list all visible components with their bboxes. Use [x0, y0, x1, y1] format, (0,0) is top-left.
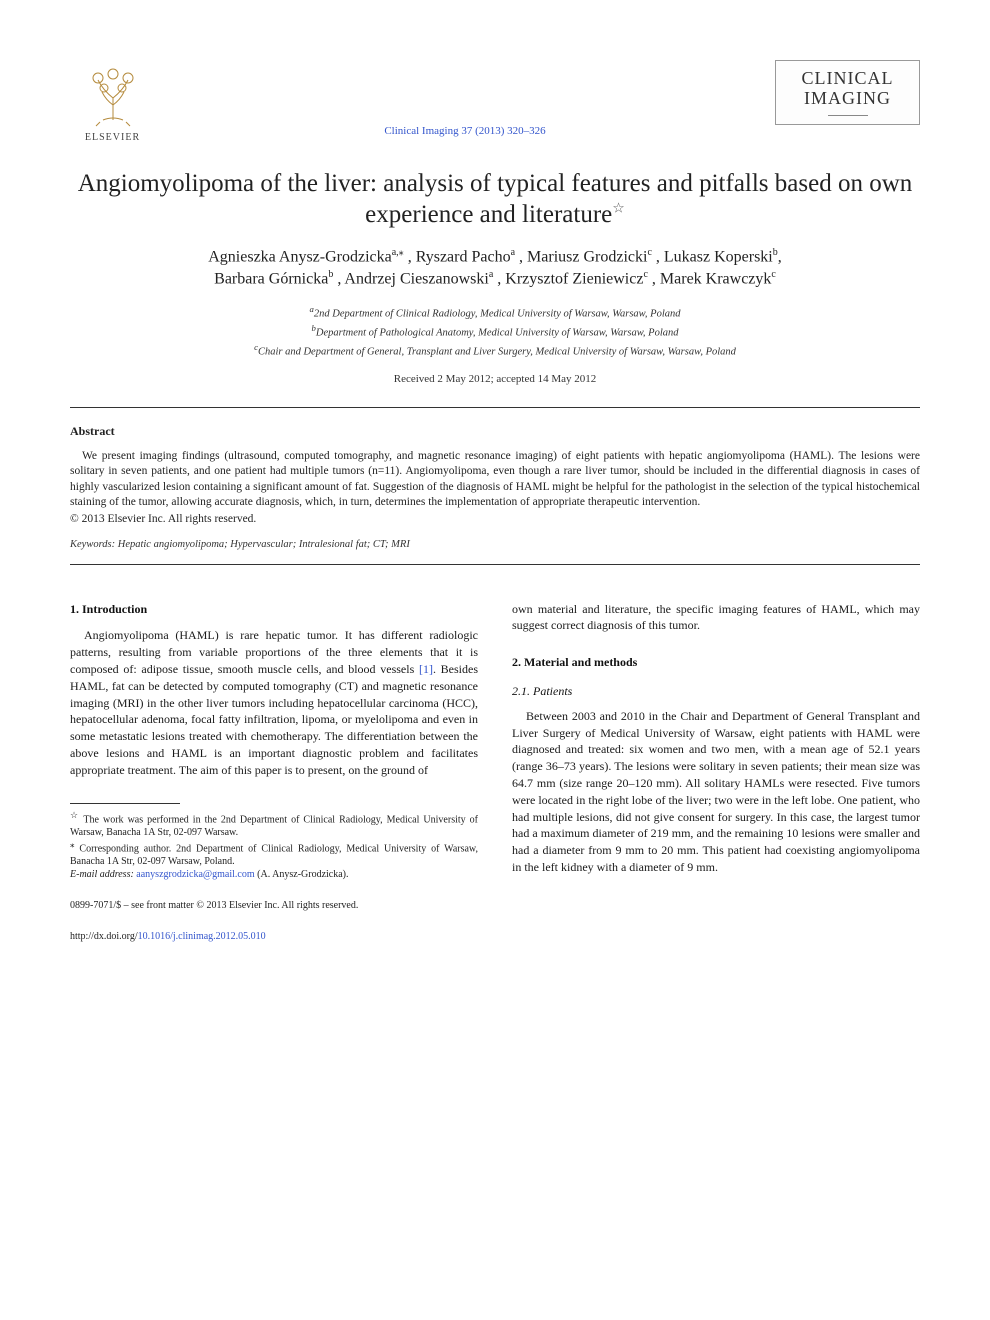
author-7: , Krzysztof Zieniewicz — [497, 271, 643, 288]
journal-logo-underline — [828, 115, 868, 116]
author-2: , Ryszard Pacho — [408, 248, 511, 265]
elsevier-tree-icon — [78, 60, 148, 130]
author-1-sup: a,⁎ — [392, 247, 404, 258]
footnote-email: E-mail address: aanyszgrodzicka@gmail.co… — [70, 868, 478, 881]
journal-logo-line1: CLINICAL — [780, 69, 915, 89]
doi-prefix: http://dx.doi.org/ — [70, 931, 138, 942]
affiliation-c-text: Chair and Department of General, Transpl… — [258, 347, 736, 358]
author-2-sup: a — [511, 247, 515, 258]
affiliation-b-text: Department of Pathological Anatomy, Medi… — [316, 328, 679, 339]
email-label: E-mail address: — [70, 869, 136, 880]
publisher-name: ELSEVIER — [85, 132, 140, 143]
author-7-sup: c — [643, 269, 647, 280]
footer-issn: 0899-7071/$ – see front matter © 2013 El… — [70, 899, 478, 912]
author-5: Barbara Górnicka — [214, 271, 328, 288]
intro-heading: 1. Introduction — [70, 601, 478, 618]
author-list: Agnieszka Anysz-Grodzickaa,⁎ , Ryszard P… — [70, 246, 920, 291]
author-3: , Mariusz Grodzicki — [519, 248, 647, 265]
journal-reference: Clinical Imaging 37 (2013) 320–326 — [384, 125, 545, 137]
footnote-work: ☆ The work was performed in the 2nd Depa… — [70, 810, 478, 839]
doi-link[interactable]: 10.1016/j.clinimag.2012.05.010 — [138, 931, 266, 942]
footnote-separator — [70, 803, 180, 804]
footnote-corr-text: Corresponding author. 2nd Department of … — [70, 843, 478, 867]
publisher-logo: ELSEVIER — [70, 60, 155, 143]
journal-logo: CLINICAL IMAGING — [775, 60, 920, 125]
author-6: , Andrzej Cieszanowski — [337, 271, 489, 288]
article-title: Angiomyolipoma of the liver: analysis of… — [70, 168, 920, 231]
abstract-copyright: © 2013 Elsevier Inc. All rights reserved… — [70, 513, 920, 525]
email-suffix: (A. Anysz-Grodzicka). — [255, 869, 349, 880]
author-1: Agnieszka Anysz-Grodzicka — [208, 248, 392, 265]
abstract-section: Abstract We present imaging findings (ul… — [70, 408, 920, 564]
title-note-marker: ☆ — [612, 202, 625, 217]
intro-text-2: . Besides HAML, fat can be detected by c… — [70, 662, 478, 777]
keywords-text: Hepatic angiomyolipoma; Hypervascular; I… — [118, 539, 410, 550]
keywords: Keywords: Hepatic angiomyolipoma; Hyperv… — [70, 539, 920, 550]
patients-paragraph: Between 2003 and 2010 in the Chair and D… — [512, 708, 920, 876]
author-4: , Lukasz Koperski — [656, 248, 773, 265]
author-8: , Marek Krawczyk — [652, 271, 772, 288]
affiliation-a: a2nd Department of Clinical Radiology, M… — [70, 303, 920, 322]
left-column: 1. Introduction Angiomyolipoma (HAML) is… — [70, 601, 478, 944]
affiliations: a2nd Department of Clinical Radiology, M… — [70, 303, 920, 361]
page-header: ELSEVIER Clinical Imaging 37 (2013) 320–… — [70, 60, 920, 143]
author-4-sup: b — [773, 247, 778, 258]
author-6-sup: a — [489, 269, 493, 280]
footnote-star-text: The work was performed in the 2nd Depart… — [70, 814, 478, 838]
patients-heading: 2.1. Patients — [512, 683, 920, 700]
footnote-star-marker: ☆ — [70, 810, 80, 820]
ref-link-1[interactable]: [1] — [419, 662, 433, 676]
body-columns: 1. Introduction Angiomyolipoma (HAML) is… — [70, 601, 920, 944]
author-3-sup: c — [647, 247, 651, 258]
rule-bottom — [70, 564, 920, 565]
abstract-heading: Abstract — [70, 424, 920, 439]
intro-continuation: own material and literature, the specifi… — [512, 601, 920, 635]
methods-heading: 2. Material and methods — [512, 654, 920, 671]
footer-doi: http://dx.doi.org/10.1016/j.clinimag.201… — [70, 930, 478, 943]
keywords-label: Keywords: — [70, 539, 115, 550]
affiliation-a-text: 2nd Department of Clinical Radiology, Me… — [314, 308, 681, 319]
intro-paragraph: Angiomyolipoma (HAML) is rare hepatic tu… — [70, 627, 478, 778]
email-link[interactable]: aanyszgrodzicka@gmail.com — [136, 869, 254, 880]
author-8-sup: c — [771, 269, 775, 280]
right-column: own material and literature, the specifi… — [512, 601, 920, 944]
affiliation-c: cChair and Department of General, Transp… — [70, 341, 920, 360]
title-text: Angiomyolipoma of the liver: analysis of… — [78, 170, 913, 228]
author-5-sup: b — [328, 269, 333, 280]
affiliation-b: bDepartment of Pathological Anatomy, Med… — [70, 322, 920, 341]
article-dates: Received 2 May 2012; accepted 14 May 201… — [70, 373, 920, 385]
intro-text-1: Angiomyolipoma (HAML) is rare hepatic tu… — [70, 628, 478, 676]
abstract-text: We present imaging findings (ultrasound,… — [70, 449, 920, 511]
journal-logo-line2: IMAGING — [780, 89, 915, 109]
footnote-corresponding: ⁎ Corresponding author. 2nd Department o… — [70, 839, 478, 868]
